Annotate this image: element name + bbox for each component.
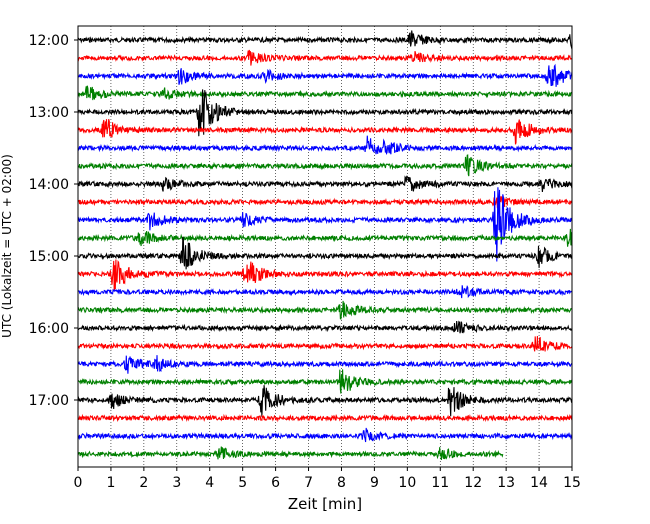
- seismogram-trace-1445: [77, 228, 573, 247]
- x-tick-label: 13: [497, 475, 515, 491]
- x-tick-label: 7: [304, 475, 313, 491]
- seismogram-trace-1245: [77, 85, 573, 101]
- seismogram-trace-1645: [77, 369, 573, 394]
- x-tick-label: 4: [205, 475, 214, 491]
- seismogram-traces: [77, 30, 573, 461]
- seismogram-trace-1615: [77, 335, 573, 352]
- seismogram-trace-1345: [77, 154, 573, 177]
- x-tick-label: 15: [563, 475, 581, 491]
- seismogram-trace-1215: [77, 49, 573, 66]
- seismogram-trace-1415: [77, 196, 573, 209]
- y-axis-label: UTC (Lokalzeit = UTC + 02:00): [0, 154, 14, 338]
- y-axis-ticks: 12:00 13:00 14:00 15:00 16:00 17:00: [29, 33, 78, 409]
- x-axis-ticks: 0 1 2 3 4 5 6 7 8 9 10 11 12 13 14 15: [74, 467, 581, 491]
- seismogram-trace-1230: [77, 63, 573, 87]
- x-axis-label: Zeit [min]: [288, 495, 362, 513]
- seismogram-trace-1630: [77, 355, 573, 374]
- x-tick-label: 0: [74, 475, 83, 491]
- seismogram-trace-1315: [77, 119, 573, 145]
- y-tick-label: 13:00: [29, 105, 69, 121]
- x-tick-label: 9: [370, 475, 379, 491]
- seismogram-trace-1545: [77, 300, 573, 320]
- y-tick-label: 17:00: [29, 393, 69, 409]
- x-tick-label: 10: [398, 475, 416, 491]
- x-tick-label: 12: [464, 475, 482, 491]
- x-tick-label: 14: [530, 475, 548, 491]
- seismogram-trace-1515: [77, 259, 573, 292]
- y-tick-label: 16:00: [29, 321, 69, 337]
- x-tick-label: 6: [271, 475, 280, 491]
- x-tick-label: 1: [106, 475, 115, 491]
- seismogram-trace-1430: [77, 187, 573, 262]
- seismogram-trace-1600: [77, 320, 573, 334]
- x-tick-label: 5: [238, 475, 247, 491]
- y-tick-label: 12:00: [29, 33, 69, 49]
- seismogram-trace-1500: [77, 236, 573, 270]
- seismogram-trace-1200: [77, 30, 573, 50]
- seismogram-trace-1300: [77, 89, 573, 137]
- seismogram-trace-1330: [77, 135, 573, 156]
- seismogram-trace-1530: [77, 285, 573, 299]
- x-tick-label: 3: [172, 475, 181, 491]
- x-tick-label: 8: [337, 475, 346, 491]
- x-tick-label: 11: [431, 475, 449, 491]
- seismogram-trace-1400: [77, 175, 573, 193]
- plot-frame: [77, 25, 573, 468]
- y-tick-label: 15:00: [29, 249, 69, 265]
- seismogram-trace-1730: [77, 427, 573, 443]
- x-tick-label: 2: [139, 475, 148, 491]
- y-tick-label: 14:00: [29, 177, 69, 193]
- seismogram-trace-1700: [77, 385, 573, 417]
- seismogram-trace-1715: [77, 413, 573, 423]
- seismogram-trace-1745: [77, 446, 504, 461]
